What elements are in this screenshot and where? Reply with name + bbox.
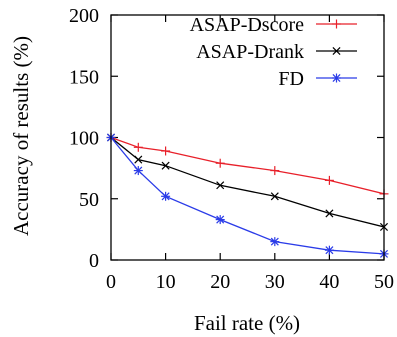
- legend-marker: [332, 46, 341, 56]
- x-tick-label: 20: [210, 271, 230, 293]
- legend-label: ASAP-Drank: [196, 41, 304, 63]
- plot-frame: [110, 14, 385, 261]
- x-axis-title: Fail rate (%): [194, 311, 300, 335]
- data-point: [134, 155, 143, 164]
- y-tick-label: 100: [69, 128, 99, 150]
- series-layer: [106, 133, 389, 259]
- data-point: [216, 181, 225, 190]
- legend-marker: [332, 73, 341, 83]
- data-point: [161, 146, 171, 156]
- y-tick-label: 0: [89, 250, 99, 272]
- data-point: [161, 191, 171, 201]
- series-line: [110, 136, 385, 195]
- y-tick-label: 50: [79, 189, 99, 211]
- series-fd: [106, 133, 389, 259]
- series-asap-drank: [106, 133, 389, 231]
- series-line: [110, 137, 385, 255]
- ticks-layer: 0 50 100 150 200 0 10 20 30 40 50: [69, 5, 394, 293]
- x-tick-label: 30: [265, 271, 285, 293]
- legend-marker: [332, 19, 341, 29]
- data-point: [325, 209, 334, 218]
- y-axis-title: Accuracy of results (%): [9, 36, 33, 236]
- data-point: [133, 142, 143, 152]
- y-tick-label: 150: [69, 66, 99, 88]
- data-point: [270, 166, 280, 176]
- series-asap-dscore: [106, 133, 389, 199]
- legend: ASAP-Dscore ASAP-Drank FD: [190, 14, 357, 90]
- x-tick-label: 10: [156, 271, 176, 293]
- data-point: [270, 237, 280, 247]
- x-tick-label: 50: [374, 271, 394, 293]
- x-tick-label: 40: [319, 271, 339, 293]
- data-point: [324, 245, 334, 255]
- data-point: [215, 215, 225, 225]
- x-tick-label: 0: [106, 271, 116, 293]
- data-point: [133, 166, 143, 176]
- legend-label: FD: [278, 68, 304, 90]
- data-point: [324, 175, 334, 185]
- data-point: [270, 192, 279, 201]
- y-tick-label: 200: [69, 5, 99, 27]
- data-point: [215, 158, 225, 168]
- series-line: [110, 136, 385, 228]
- data-point: [161, 161, 170, 170]
- legend-label: ASAP-Dscore: [190, 14, 305, 36]
